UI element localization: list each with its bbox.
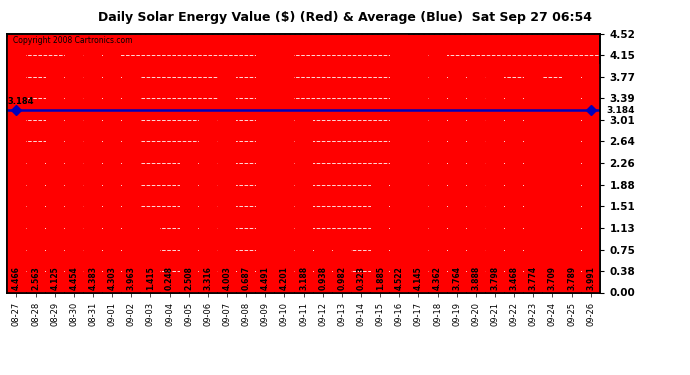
Bar xyxy=(391,34,408,292)
Bar xyxy=(352,274,370,292)
Text: 3.709: 3.709 xyxy=(548,266,557,290)
Bar xyxy=(218,63,236,292)
Bar xyxy=(122,66,141,292)
Text: 4.454: 4.454 xyxy=(70,266,79,290)
Text: 0.248: 0.248 xyxy=(165,266,174,290)
Text: 3.963: 3.963 xyxy=(127,266,136,290)
Bar xyxy=(524,76,542,292)
Bar xyxy=(8,37,26,292)
Bar xyxy=(141,211,159,292)
Text: 0.687: 0.687 xyxy=(241,266,250,290)
Text: 3.774: 3.774 xyxy=(529,266,538,290)
Bar xyxy=(409,55,428,292)
Bar xyxy=(543,80,562,292)
Text: 2.508: 2.508 xyxy=(184,266,193,290)
Bar xyxy=(275,52,293,292)
Text: 3.798: 3.798 xyxy=(491,266,500,290)
Bar xyxy=(466,70,485,292)
Text: 0.982: 0.982 xyxy=(337,266,346,290)
Bar xyxy=(103,46,121,292)
Text: 1.885: 1.885 xyxy=(375,266,384,290)
Bar xyxy=(179,149,198,292)
Text: 3.789: 3.789 xyxy=(567,266,576,290)
Bar xyxy=(505,94,523,292)
Text: Copyright 2008 Cartronics.com: Copyright 2008 Cartronics.com xyxy=(13,36,132,45)
Text: 4.003: 4.003 xyxy=(223,266,232,290)
Bar xyxy=(333,236,351,292)
Text: 3.184: 3.184 xyxy=(607,106,635,115)
Text: 4.383: 4.383 xyxy=(88,266,97,290)
Bar xyxy=(314,239,332,292)
Bar xyxy=(371,184,389,292)
Text: 4.522: 4.522 xyxy=(395,266,404,290)
Text: 0.323: 0.323 xyxy=(357,266,366,290)
Text: 3.888: 3.888 xyxy=(471,266,480,290)
Bar xyxy=(582,64,600,292)
Bar xyxy=(65,38,83,292)
Text: 1.415: 1.415 xyxy=(146,266,155,290)
Bar xyxy=(256,35,275,292)
Bar xyxy=(237,253,255,292)
Bar xyxy=(486,75,504,292)
Bar xyxy=(562,76,581,292)
Bar xyxy=(428,43,446,292)
Text: 4.303: 4.303 xyxy=(108,266,117,290)
Bar xyxy=(295,110,313,292)
Bar xyxy=(46,56,64,292)
Text: 4.125: 4.125 xyxy=(50,266,59,290)
Text: 3.991: 3.991 xyxy=(586,266,595,290)
Text: 4.201: 4.201 xyxy=(280,266,289,290)
Text: 3.316: 3.316 xyxy=(204,266,213,290)
Text: 4.145: 4.145 xyxy=(414,266,423,290)
Bar xyxy=(84,42,102,292)
Bar xyxy=(448,77,466,292)
Text: 0.938: 0.938 xyxy=(318,266,327,290)
Text: 4.362: 4.362 xyxy=(433,266,442,290)
Text: 2.563: 2.563 xyxy=(31,266,40,290)
Bar xyxy=(26,146,45,292)
Text: Daily Solar Energy Value ($) (Red) & Average (Blue)  Sat Sep 27 06:54: Daily Solar Energy Value ($) (Red) & Ave… xyxy=(98,11,592,24)
Text: 3.468: 3.468 xyxy=(510,266,519,290)
Text: 4.466: 4.466 xyxy=(12,266,21,290)
Bar xyxy=(161,278,179,292)
Bar xyxy=(199,103,217,292)
Text: 3.188: 3.188 xyxy=(299,266,308,290)
Text: 3.764: 3.764 xyxy=(452,266,461,290)
Text: 3.184: 3.184 xyxy=(8,97,34,106)
Text: 4.491: 4.491 xyxy=(261,266,270,290)
